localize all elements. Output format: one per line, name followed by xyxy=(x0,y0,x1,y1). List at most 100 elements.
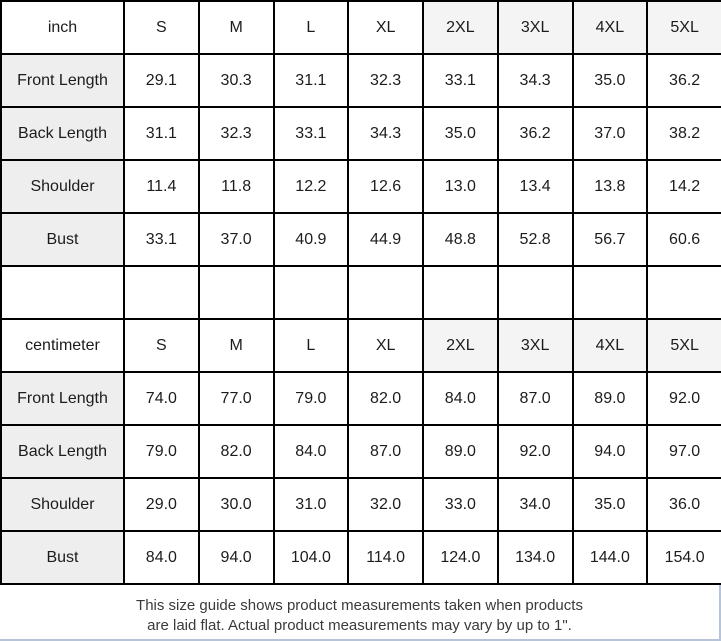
size-header-cell-s: S xyxy=(123,0,200,55)
size-header-cell-3xl: 3XL xyxy=(496,318,574,373)
size-header-cell-5xl: 5XL xyxy=(646,318,721,373)
measurement-cell: 29.1 xyxy=(123,53,200,108)
size-header-cell-m: M xyxy=(197,0,275,55)
measurement-cell: 94.0 xyxy=(571,424,649,479)
measurement-cell: 32.3 xyxy=(347,53,424,108)
measurement-cell: 87.0 xyxy=(496,371,574,426)
cm-row-back-length: Back Length 79.0 82.0 84.0 87.0 89.0 92.… xyxy=(0,424,721,479)
measurement-cell: 104.0 xyxy=(272,530,350,585)
measurement-cell: 94.0 xyxy=(197,530,275,585)
cm-header-row: centimeter S M L XL 2XL 3XL 4XL 5XL xyxy=(0,318,721,373)
measurement-cell: 34.3 xyxy=(496,53,574,108)
measurement-cell: 30.0 xyxy=(197,477,275,532)
inch-row-back-length: Back Length 31.1 32.3 33.1 34.3 35.0 36.… xyxy=(0,106,721,161)
footnote-line-2: are laid flat. Actual product measuremen… xyxy=(147,617,572,634)
measurement-cell: 92.0 xyxy=(496,424,574,479)
inch-row-bust: Bust 33.1 37.0 40.9 44.9 48.8 52.8 56.7 … xyxy=(0,212,721,267)
measurement-cell: 40.9 xyxy=(272,212,350,267)
measurement-cell: 134.0 xyxy=(496,530,574,585)
measurement-cell: 29.0 xyxy=(123,477,200,532)
row-label-back-length: Back Length xyxy=(0,424,125,479)
measurement-cell: 32.0 xyxy=(347,477,424,532)
size-header-cell-xl: XL xyxy=(347,0,424,55)
measurement-cell: 38.2 xyxy=(646,106,721,161)
cm-row-bust: Bust 84.0 94.0 104.0 114.0 124.0 134.0 1… xyxy=(0,530,721,585)
measurement-cell: 13.4 xyxy=(496,159,574,214)
spacer-cell xyxy=(347,265,424,320)
size-header-cell-m: M xyxy=(197,318,275,373)
row-label-bust: Bust xyxy=(0,530,125,585)
measurement-cell: 31.1 xyxy=(272,53,350,108)
size-header-cell-4xl: 4XL xyxy=(571,318,649,373)
measurement-cell: 79.0 xyxy=(272,371,350,426)
measurement-cell: 14.2 xyxy=(646,159,721,214)
size-header-cell-2xl: 2XL xyxy=(422,318,499,373)
measurement-cell: 60.6 xyxy=(646,212,721,267)
spacer-cell xyxy=(272,265,350,320)
measurement-cell: 12.6 xyxy=(347,159,424,214)
measurement-cell: 79.0 xyxy=(123,424,200,479)
measurement-cell: 34.3 xyxy=(347,106,424,161)
size-header-cell-2xl: 2XL xyxy=(422,0,499,55)
measurement-cell: 36.0 xyxy=(646,477,721,532)
measurement-cell: 89.0 xyxy=(422,424,499,479)
measurement-cell: 37.0 xyxy=(571,106,649,161)
measurement-cell: 82.0 xyxy=(347,371,424,426)
spacer-cell xyxy=(496,265,574,320)
measurement-cell: 82.0 xyxy=(197,424,275,479)
measurement-cell: 33.1 xyxy=(123,212,200,267)
measurement-cell: 31.1 xyxy=(123,106,200,161)
spacer-cell xyxy=(123,265,200,320)
measurement-cell: 13.0 xyxy=(422,159,499,214)
size-header-cell-5xl: 5XL xyxy=(646,0,721,55)
inch-row-shoulder: Shoulder 11.4 11.8 12.2 12.6 13.0 13.4 1… xyxy=(0,159,721,214)
measurement-cell: 89.0 xyxy=(571,371,649,426)
size-header-cell-4xl: 4XL xyxy=(571,0,649,55)
measurement-cell: 84.0 xyxy=(422,371,499,426)
spacer-cell xyxy=(646,265,721,320)
row-label-front-length: Front Length xyxy=(0,371,125,426)
spacer-cell xyxy=(0,265,125,320)
inch-row-front-length: Front Length 29.1 30.3 31.1 32.3 33.1 34… xyxy=(0,53,721,108)
measurement-cell: 33.1 xyxy=(272,106,350,161)
footnote: This size guide shows product measuremen… xyxy=(0,585,721,641)
measurement-cell: 32.3 xyxy=(197,106,275,161)
measurement-cell: 13.8 xyxy=(571,159,649,214)
measurement-cell: 92.0 xyxy=(646,371,721,426)
measurement-cell: 84.0 xyxy=(272,424,350,479)
measurement-cell: 74.0 xyxy=(123,371,200,426)
measurement-cell: 84.0 xyxy=(123,530,200,585)
footnote-line-1: This size guide shows product measuremen… xyxy=(136,597,583,614)
size-header-cell-3xl: 3XL xyxy=(496,0,574,55)
measurement-cell: 87.0 xyxy=(347,424,424,479)
measurement-cell: 44.9 xyxy=(347,212,424,267)
size-header-cell-l: L xyxy=(272,318,350,373)
row-label-shoulder: Shoulder xyxy=(0,159,125,214)
spacer-cell xyxy=(571,265,649,320)
inch-header-row: inch S M L XL 2XL 3XL 4XL 5XL xyxy=(0,0,721,55)
measurement-cell: 124.0 xyxy=(422,530,499,585)
unit-header-cell-centimeter: centimeter xyxy=(0,318,125,373)
measurement-cell: 114.0 xyxy=(347,530,424,585)
measurement-cell: 33.1 xyxy=(422,53,499,108)
measurement-cell: 35.0 xyxy=(571,477,649,532)
measurement-cell: 48.8 xyxy=(422,212,499,267)
row-label-bust: Bust xyxy=(0,212,125,267)
row-label-shoulder: Shoulder xyxy=(0,477,125,532)
row-label-back-length: Back Length xyxy=(0,106,125,161)
measurement-cell: 56.7 xyxy=(571,212,649,267)
measurement-cell: 35.0 xyxy=(571,53,649,108)
unit-header-cell-inch: inch xyxy=(0,0,125,55)
measurement-cell: 37.0 xyxy=(197,212,275,267)
measurement-cell: 97.0 xyxy=(646,424,721,479)
size-header-cell-l: L xyxy=(272,0,350,55)
measurement-cell: 31.0 xyxy=(272,477,350,532)
measurement-cell: 77.0 xyxy=(197,371,275,426)
cm-row-shoulder: Shoulder 29.0 30.0 31.0 32.0 33.0 34.0 3… xyxy=(0,477,721,532)
spacer-row xyxy=(0,265,721,320)
measurement-cell: 36.2 xyxy=(646,53,721,108)
measurement-cell: 154.0 xyxy=(646,530,721,585)
spacer-cell xyxy=(422,265,499,320)
size-header-cell-s: S xyxy=(123,318,200,373)
